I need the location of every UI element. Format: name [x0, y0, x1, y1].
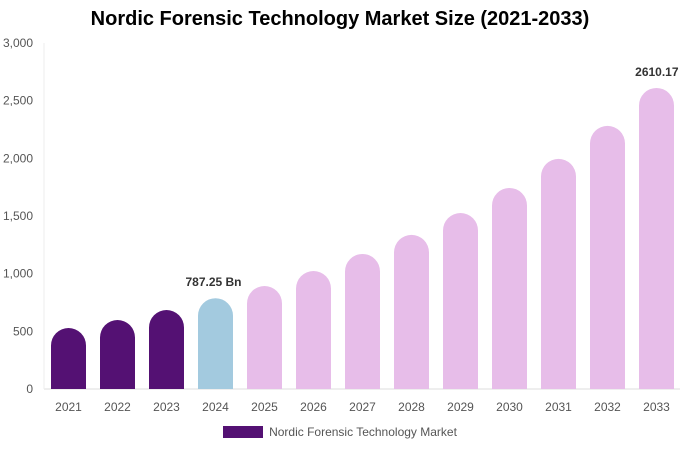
x-tick-label: 2028: [398, 400, 425, 414]
chart-title: Nordic Forensic Technology Market Size (…: [90, 8, 590, 30]
y-tick-label: 500: [13, 324, 33, 338]
legend: Nordic Forensic Technology Market: [0, 425, 680, 439]
y-tick-label: 3,000: [3, 36, 33, 50]
y-tick-label: 2,000: [3, 151, 33, 165]
x-tick-label: 2024: [202, 400, 229, 414]
x-tick-label: 2033: [643, 400, 670, 414]
bar-2028: [394, 234, 429, 389]
x-tick-label: 2030: [496, 400, 523, 414]
bar-2031: [541, 158, 576, 389]
x-tick-label: 2027: [349, 400, 376, 414]
bar-2030: [492, 187, 527, 389]
bar-2023: [149, 309, 184, 389]
bar-2024: [198, 298, 233, 389]
legend-swatch: [223, 426, 264, 438]
x-tick-label: 2026: [300, 400, 327, 414]
legend-label: Nordic Forensic Technology Market: [269, 425, 457, 439]
x-tick-label: 2032: [594, 400, 621, 414]
data-label: 2610.17 Bn: [635, 65, 680, 79]
x-tick-label: 2022: [104, 400, 131, 414]
bar-2027: [345, 253, 380, 389]
bar-2026: [296, 271, 331, 389]
bar-2029: [443, 213, 478, 389]
x-tick-label: 2023: [153, 400, 180, 414]
y-tick-label: 2,500: [3, 94, 33, 108]
x-tick-label: 2031: [545, 400, 572, 414]
bar-2032: [590, 125, 625, 390]
x-tick-label: 2029: [447, 400, 474, 414]
y-tick-label: 0: [26, 382, 33, 396]
bar-2025: [247, 286, 282, 389]
x-tick-label: 2025: [251, 400, 278, 414]
bar-2022: [100, 320, 135, 389]
bar-2033: [639, 87, 674, 390]
bar-2021: [51, 327, 86, 389]
y-tick-label: 1,500: [3, 209, 33, 223]
data-label: 787.25 Bn: [185, 275, 241, 289]
y-tick-label: 1,000: [3, 267, 33, 281]
x-tick-label: 2021: [55, 400, 82, 414]
